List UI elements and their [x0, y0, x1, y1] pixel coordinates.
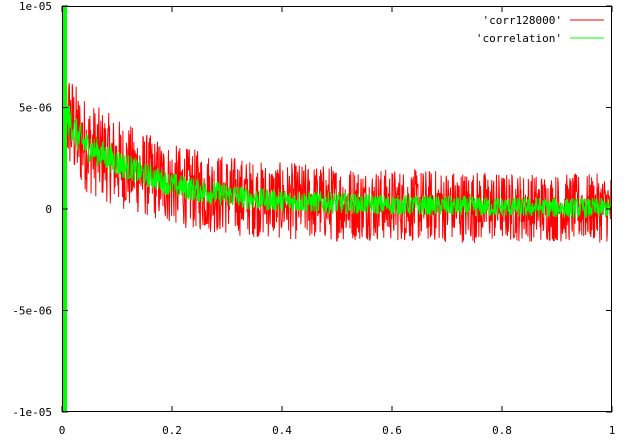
y-tick-label: 0	[45, 203, 52, 216]
series-layer	[62, 6, 612, 412]
y-tick-label: -5e-06	[12, 305, 52, 318]
tick-layer: 0 0.2 0.4 0.6 0.8 1 1e-05 5e-06 0 -5e-06 -1e-05	[12, 0, 615, 437]
legend: 'corr128000' 'correlation'	[476, 14, 604, 45]
legend-label: 'corr128000'	[483, 14, 562, 27]
x-tick-label: 0.8	[492, 424, 512, 437]
y-tick-label: 5e-06	[19, 102, 52, 115]
series-corr128000	[62, 69, 612, 412]
y-tick-label: 1e-05	[19, 0, 52, 13]
x-tick-label: 1	[609, 424, 616, 437]
x-tick-label: 0	[59, 424, 66, 437]
x-tick-label: 0.4	[272, 424, 292, 437]
series-correlation	[62, 6, 612, 412]
x-tick-label: 0.6	[382, 424, 402, 437]
legend-label: 'correlation'	[476, 32, 562, 45]
series-line-correlation	[62, 92, 612, 219]
x-tick-label: 0.2	[162, 424, 182, 437]
series-line-corr128000	[62, 69, 612, 243]
y-tick-label: -1e-05	[12, 406, 52, 419]
